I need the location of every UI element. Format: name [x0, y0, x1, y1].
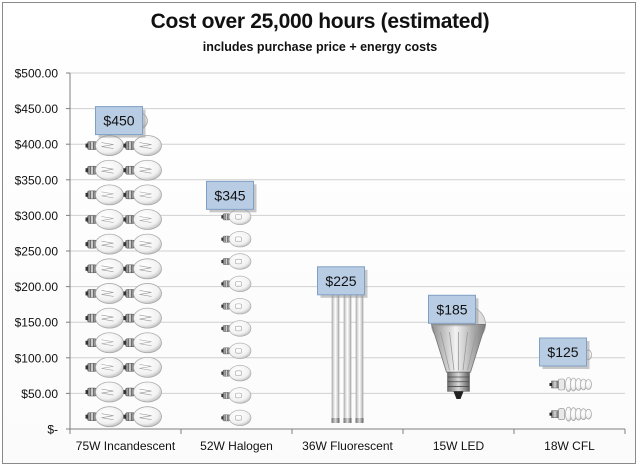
- bar-75w-incandescent: [85, 110, 162, 428]
- data-label: $125: [539, 337, 590, 369]
- y-tick-label: $100.00: [15, 351, 59, 365]
- y-tick-label: $200.00: [15, 280, 59, 294]
- data-label: $450: [95, 106, 146, 138]
- data-label: $225: [317, 266, 368, 298]
- svg-text:$125: $125: [547, 344, 578, 360]
- x-tick-label: 15W LED: [433, 439, 485, 453]
- y-tick-label: $450.00: [15, 102, 59, 116]
- data-label: $185: [428, 294, 479, 327]
- data-label: $345: [206, 180, 257, 213]
- svg-text:$225: $225: [325, 273, 356, 289]
- chart-title: Cost over 25,000 hours (estimated): [150, 10, 490, 33]
- bar-52w-halogen: [221, 186, 252, 426]
- x-tick-label: 36W Fluorescent: [302, 439, 393, 453]
- y-tick-label: $350.00: [15, 173, 59, 187]
- y-tick-label: $-: [47, 423, 58, 437]
- y-tick-label: $150.00: [15, 316, 59, 330]
- x-tick-label: 75W Incandescent: [76, 439, 176, 453]
- svg-text:$185: $185: [436, 301, 467, 317]
- y-tick-label: $50.00: [21, 387, 58, 401]
- y-tick-label: $500.00: [15, 67, 59, 81]
- y-tick-label: $400.00: [15, 138, 59, 152]
- x-tick-label: 18W CFL: [544, 439, 595, 453]
- y-tick-label: $250.00: [15, 245, 59, 259]
- svg-text:$450: $450: [103, 113, 134, 129]
- y-tick-label: $300.00: [15, 209, 59, 223]
- svg-text:$345: $345: [214, 187, 245, 203]
- chart-subtitle: includes purchase price + energy costs: [202, 40, 438, 54]
- x-tick-label: 52W Halogen: [200, 439, 273, 453]
